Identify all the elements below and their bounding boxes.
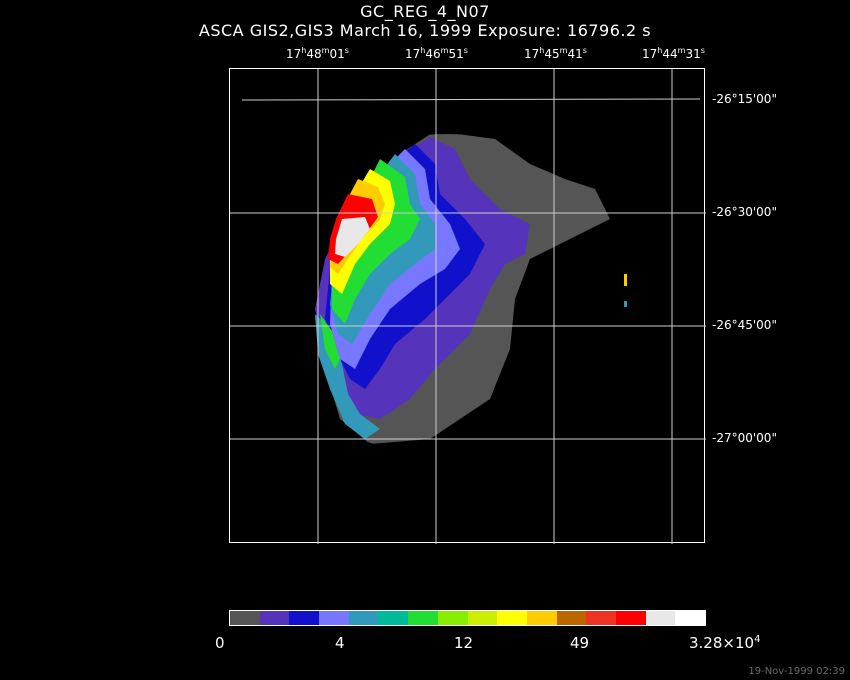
colorbar-segment [675, 611, 705, 625]
colorbar-segment [615, 611, 646, 625]
dec-label-2: -26°30'00" [712, 205, 777, 219]
colorbar-tick-2: 12 [454, 634, 474, 652]
colorbar-segment [467, 611, 498, 625]
emission-peak [335, 217, 370, 257]
dec-label-4: -27°00'00" [712, 431, 777, 445]
colorbar-tick-max: 3.28×104 [689, 634, 761, 652]
xray-image [230, 69, 706, 544]
colorbar-segment [230, 611, 260, 625]
ra-label-2: 17h46m51s [405, 46, 468, 61]
colorbar-segment [556, 611, 587, 625]
dec-label-3: -26°45'00" [712, 318, 777, 332]
emission-green [332, 159, 420, 324]
image-frame [229, 68, 706, 544]
dec-label-1: -26°15'00" [712, 92, 777, 106]
colorbar-segment [378, 611, 409, 625]
ra-label-1: 17h48m01s [286, 46, 349, 61]
colorbar-segment [348, 611, 379, 625]
colorbar-tick-1: 4 [335, 634, 345, 652]
ra-label-3: 17h45m41s [524, 46, 587, 61]
colorbar [229, 610, 706, 626]
image-title: GC_REG_4_N07 [360, 2, 490, 21]
colorbar-segment [526, 611, 557, 625]
colorbar-tick-3: 49 [570, 634, 590, 652]
colorbar-segment [319, 611, 349, 625]
colorbar-segment [645, 611, 676, 625]
colorbar-segment [497, 611, 527, 625]
colorbar-segment [259, 611, 290, 625]
coordinate-grid [230, 69, 706, 544]
colorbar-segment [437, 611, 468, 625]
colorbar-tick-0: 0 [215, 634, 225, 652]
image-subtitle: ASCA GIS2,GIS3 March 16, 1999 Exposure: … [198, 21, 652, 40]
timestamp: 19-Nov-1999 02:39 [748, 666, 845, 677]
colorbar-segment [586, 611, 616, 625]
ra-label-4: 17h44m31s [642, 46, 705, 61]
colorbar-segment [289, 611, 320, 625]
colorbar-segment [408, 611, 438, 625]
